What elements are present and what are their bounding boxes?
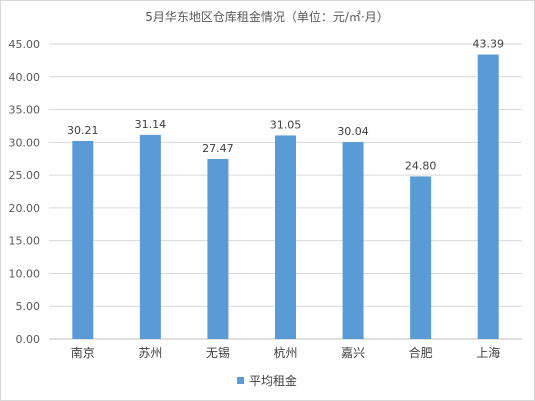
data-label: 27.47: [202, 142, 234, 155]
y-tick-label: 20.00: [9, 202, 41, 215]
bar: [72, 140, 94, 339]
y-tick-label: 5.00: [16, 300, 41, 313]
bar: [207, 158, 229, 339]
x-category-label: 杭州: [273, 345, 297, 360]
x-category-label: 无锡: [206, 345, 230, 360]
chart-title: 5月华东地区仓库租金情况（单位：元/㎡·月）: [145, 9, 389, 24]
data-label: 30.04: [337, 125, 369, 138]
bar: [410, 176, 432, 339]
data-label: 31.05: [270, 118, 302, 131]
bar: [342, 142, 364, 339]
x-category-label: 上海: [476, 345, 500, 360]
x-category-label: 南京: [71, 345, 95, 360]
data-label: 31.14: [135, 118, 167, 131]
x-category-label: 苏州: [138, 346, 162, 360]
bar: [477, 54, 499, 339]
bar: [275, 135, 296, 339]
data-label: 30.21: [67, 124, 99, 137]
y-axis-ticks: 0.00 5.00 10.00 15.00 20.00 25.00 30.00 35.00 40…: [9, 38, 41, 346]
y-tick-label: 30.00: [9, 136, 41, 149]
y-tick-label: 45.00: [9, 38, 41, 51]
y-tick-label: 10.00: [9, 267, 41, 280]
legend-label: 平均租金: [249, 373, 297, 388]
y-tick-label: 25.00: [9, 169, 41, 182]
x-axis-categories: 南京 苏州 无锡 杭州 嘉兴 合肥 上海: [71, 345, 500, 360]
data-label: 43.39: [472, 38, 504, 51]
gridlines: [49, 43, 522, 340]
x-category-label: 合肥: [409, 345, 433, 360]
legend: 平均租金: [237, 373, 297, 388]
bars: [72, 54, 499, 339]
data-labels: 30.21 31.14 27.47 31.05 30.04 24.80 43.39: [67, 38, 504, 173]
bar: [139, 134, 161, 339]
data-label: 24.80: [405, 159, 437, 172]
y-tick-label: 15.00: [9, 235, 41, 248]
y-tick-label: 35.00: [9, 104, 41, 117]
y-tick-label: 40.00: [9, 71, 41, 84]
legend-swatch: [237, 377, 244, 384]
y-tick-label: 0.00: [16, 333, 41, 346]
x-category-label: 嘉兴: [341, 346, 365, 360]
